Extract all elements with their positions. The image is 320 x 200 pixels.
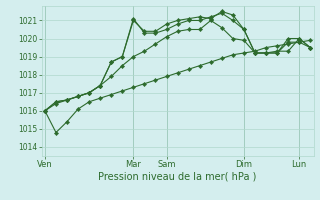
X-axis label: Pression niveau de la mer( hPa ): Pression niveau de la mer( hPa ) bbox=[99, 172, 257, 182]
